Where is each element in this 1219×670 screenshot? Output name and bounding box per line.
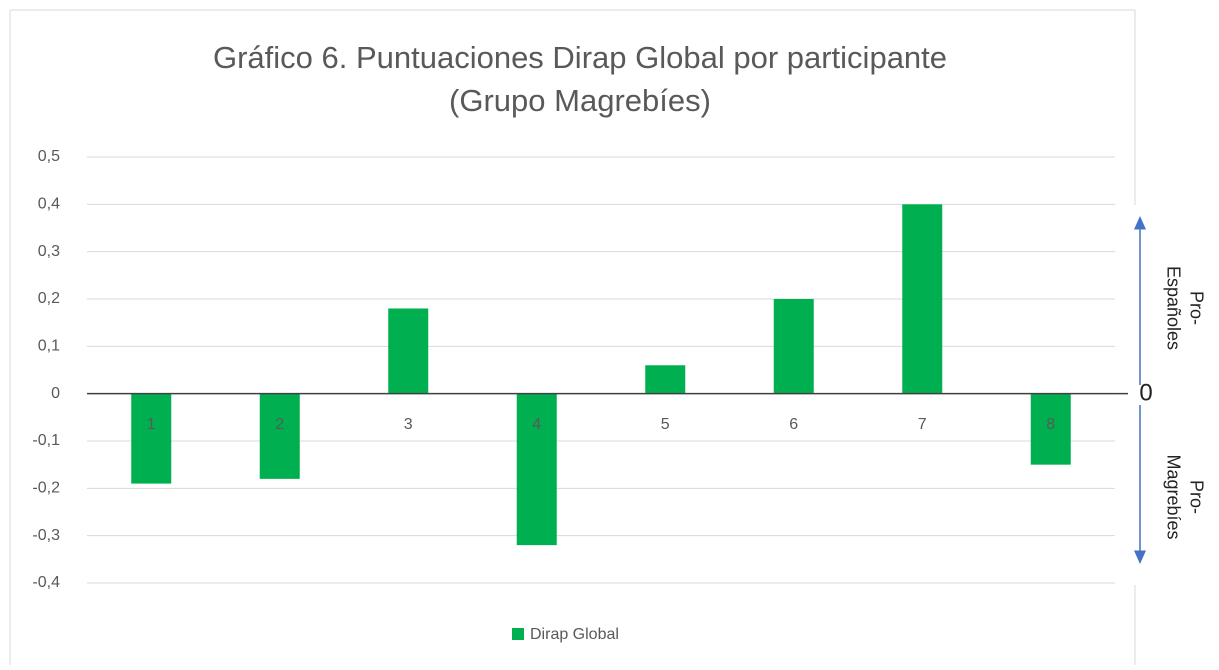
- bar: [131, 393, 172, 484]
- bar: [1030, 393, 1071, 465]
- bar: [388, 308, 429, 394]
- y-tick-label: 0,3: [38, 243, 60, 260]
- y-tick-label: 0,1: [38, 338, 60, 355]
- x-tick-label: 8: [1046, 416, 1055, 433]
- bar: [259, 393, 300, 479]
- chart-title: Gráfico 6. Puntuaciones Dirap Global por…: [213, 40, 947, 75]
- bar: [516, 393, 557, 546]
- upper-label: Pro-: [1186, 291, 1206, 325]
- y-tick-label: -0,4: [32, 574, 60, 591]
- chart-title: (Grupo Magrebíes): [449, 83, 711, 118]
- bar: [645, 365, 686, 394]
- zero-label: 0: [1139, 379, 1152, 406]
- legend-swatch: [512, 628, 524, 640]
- x-tick-label: 3: [404, 416, 413, 433]
- legend-label: Dirap Global: [530, 626, 619, 643]
- x-tick-label: 2: [275, 416, 284, 433]
- x-tick-label: 1: [147, 416, 156, 433]
- y-tick-label: 0: [51, 385, 60, 402]
- x-tick-label: 4: [532, 416, 541, 433]
- grid: [87, 156, 1115, 584]
- x-tick-label: 6: [789, 416, 798, 433]
- bar: [902, 204, 943, 394]
- x-tick-label: 5: [661, 416, 670, 433]
- y-tick-label: -0,2: [32, 480, 60, 497]
- y-tick-label: 0,2: [38, 290, 60, 307]
- bar: [773, 299, 814, 394]
- y-tick-label: 0,4: [38, 196, 60, 213]
- lower-label: Magrebíes: [1163, 454, 1183, 539]
- y-tick-label: -0,1: [32, 432, 60, 449]
- upper-label: Españoles: [1163, 266, 1183, 350]
- y-tick-label: -0,3: [32, 527, 60, 544]
- lower-label: Pro-: [1186, 480, 1206, 514]
- x-tick-label: 7: [918, 416, 927, 433]
- y-tick-label: 0,5: [38, 148, 60, 165]
